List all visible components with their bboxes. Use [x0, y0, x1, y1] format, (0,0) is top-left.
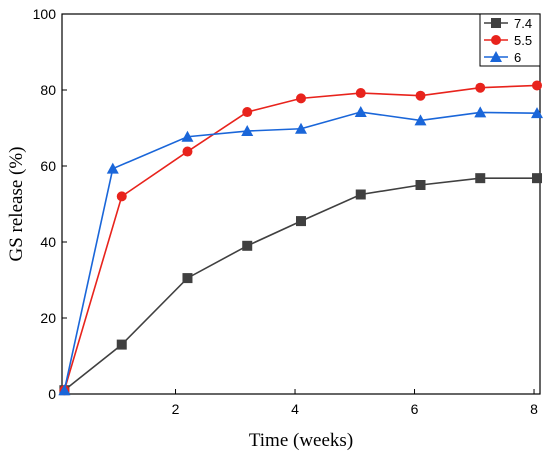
data-point: [116, 191, 127, 202]
legend-marker: [490, 51, 502, 62]
data-point: [181, 130, 194, 142]
legend-label: 6: [514, 50, 521, 65]
data-point: [58, 384, 71, 396]
x-tick-label: 6: [411, 401, 419, 417]
series-layer: [58, 80, 544, 396]
legend: 7.4 5.5 6: [479, 13, 541, 67]
legend-label: 5.5: [514, 33, 532, 48]
data-point: [475, 173, 486, 184]
data-point: [474, 106, 487, 118]
y-tick-label: 40: [40, 234, 56, 250]
data-point: [355, 189, 366, 200]
legend-marker: [491, 18, 501, 28]
x-tick-label: 8: [530, 401, 538, 417]
y-tick-label: 60: [40, 158, 56, 174]
data-point: [242, 107, 253, 118]
series-line: [63, 111, 538, 391]
data-point: [354, 106, 367, 118]
x-axis-title: Time (weeks): [249, 430, 353, 451]
legend-item: 6: [484, 50, 521, 65]
series-6: [58, 106, 544, 396]
x-tick-label: 2: [172, 401, 180, 417]
data-point: [414, 114, 427, 126]
x-axis: 2 4 6 8: [172, 389, 538, 417]
series-5.5: [59, 80, 543, 396]
y-tick-label: 80: [40, 82, 56, 98]
data-point: [532, 80, 543, 91]
data-point: [415, 90, 426, 101]
y-axis: 0 20 40 60 80 100: [33, 6, 67, 402]
y-tick-label: 20: [40, 310, 56, 326]
data-point: [242, 240, 253, 251]
data-point: [106, 162, 119, 174]
data-point: [296, 216, 306, 227]
data-point: [531, 107, 544, 119]
legend-label: 7.4: [514, 16, 532, 31]
data-point: [532, 173, 543, 184]
y-axis-title: GS release (%): [6, 146, 27, 261]
series-7.4: [59, 173, 543, 396]
series-line: [63, 177, 538, 391]
data-point: [475, 82, 486, 93]
data-point: [182, 146, 193, 157]
x-tick-label: 4: [291, 401, 299, 417]
data-point: [182, 273, 193, 284]
data-point: [296, 93, 306, 104]
legend-item: 5.5: [484, 33, 532, 48]
data-point: [355, 88, 366, 99]
data-point: [295, 122, 307, 134]
data-point: [116, 339, 127, 350]
y-tick-label: 0: [48, 386, 56, 402]
plot-frame: [61, 13, 541, 395]
data-point: [415, 180, 426, 190]
legend-item: 7.4: [484, 16, 532, 31]
legend-marker: [491, 35, 501, 45]
y-tick-label: 100: [33, 6, 57, 22]
data-point: [241, 125, 254, 137]
